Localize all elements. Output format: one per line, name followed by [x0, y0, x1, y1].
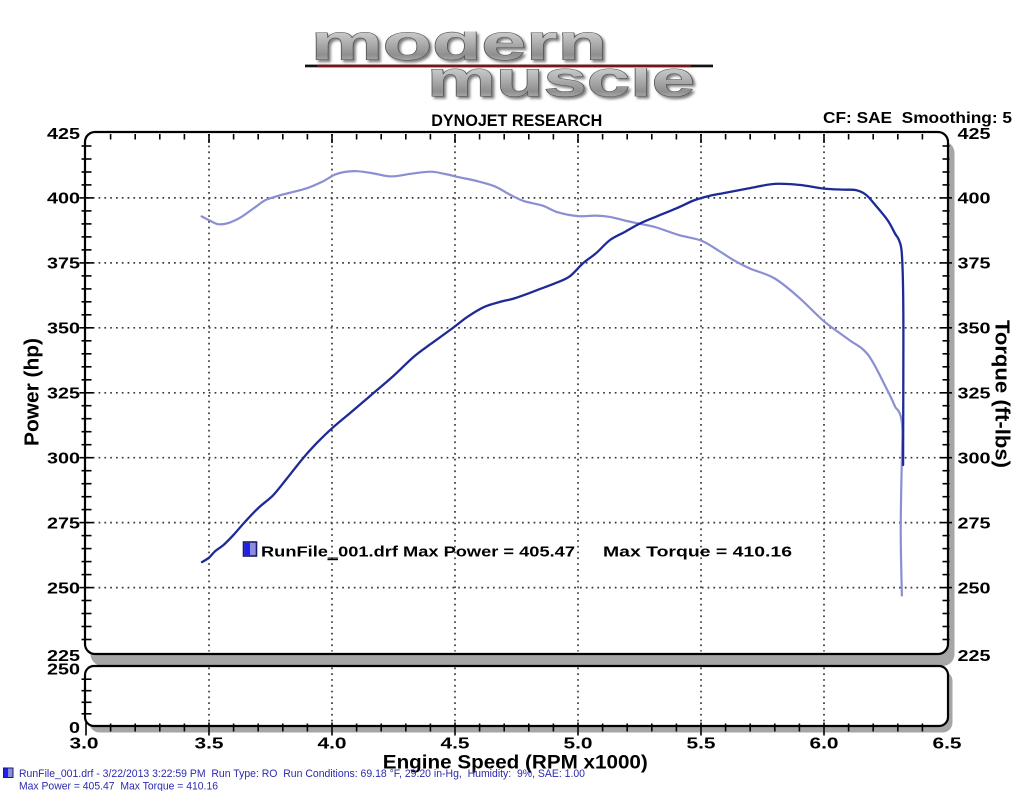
svg-text:6.0: 6.0 [810, 736, 839, 753]
svg-text:275: 275 [47, 515, 80, 532]
svg-text:300: 300 [958, 450, 991, 467]
svg-text:275: 275 [958, 515, 991, 532]
svg-text:RunFile_001.drf Max Power = 40: RunFile_001.drf Max Power = 405.47 [261, 544, 575, 561]
svg-text:5.0: 5.0 [564, 736, 593, 753]
svg-text:muscle: muscle [427, 51, 695, 107]
svg-text:0: 0 [69, 720, 80, 737]
svg-text:250: 250 [47, 580, 80, 597]
svg-text:325: 325 [958, 386, 991, 403]
svg-text:Torque (ft-lbs): Torque (ft-lbs) [991, 320, 1013, 468]
svg-text:425: 425 [958, 126, 991, 143]
svg-text:250: 250 [958, 580, 991, 597]
svg-text:CF: SAE Smoothing: 5: CF: SAE Smoothing: 5 [823, 110, 1012, 127]
svg-text:375: 375 [958, 256, 991, 273]
svg-text:3.0: 3.0 [70, 736, 99, 753]
svg-text:3.5: 3.5 [195, 736, 224, 753]
svg-text:350: 350 [47, 321, 80, 338]
svg-text:250: 250 [47, 661, 80, 678]
svg-text:Max Power = 405.47 Max Torque: Max Power = 405.47 Max Torque = 410.16 [19, 781, 218, 791]
svg-text:Power (hp): Power (hp) [22, 338, 44, 446]
svg-text:225: 225 [47, 648, 80, 665]
svg-text:4.5: 4.5 [441, 736, 470, 753]
svg-text:modern: modern [311, 15, 607, 71]
svg-text:400: 400 [958, 191, 991, 208]
svg-text:325: 325 [47, 386, 80, 403]
svg-text:RunFile_001.drf - 3/22/2013 3:: RunFile_001.drf - 3/22/2013 3:22:59 PM R… [19, 768, 585, 780]
svg-text:375: 375 [47, 256, 80, 273]
svg-text:400: 400 [47, 191, 80, 208]
svg-text:300: 300 [47, 450, 80, 467]
svg-text:350: 350 [958, 321, 991, 338]
svg-text:225: 225 [958, 648, 991, 665]
svg-text:6.5: 6.5 [933, 736, 962, 753]
svg-text:5.5: 5.5 [687, 736, 716, 753]
svg-text:4.0: 4.0 [318, 736, 347, 753]
svg-text:425: 425 [47, 126, 80, 143]
svg-text:Max Torque = 410.16: Max Torque = 410.16 [603, 544, 792, 561]
svg-text:Engine Speed (RPM x1000): Engine Speed (RPM x1000) [383, 753, 648, 774]
svg-text:DYNOJET RESEARCH: DYNOJET RESEARCH [431, 111, 602, 130]
